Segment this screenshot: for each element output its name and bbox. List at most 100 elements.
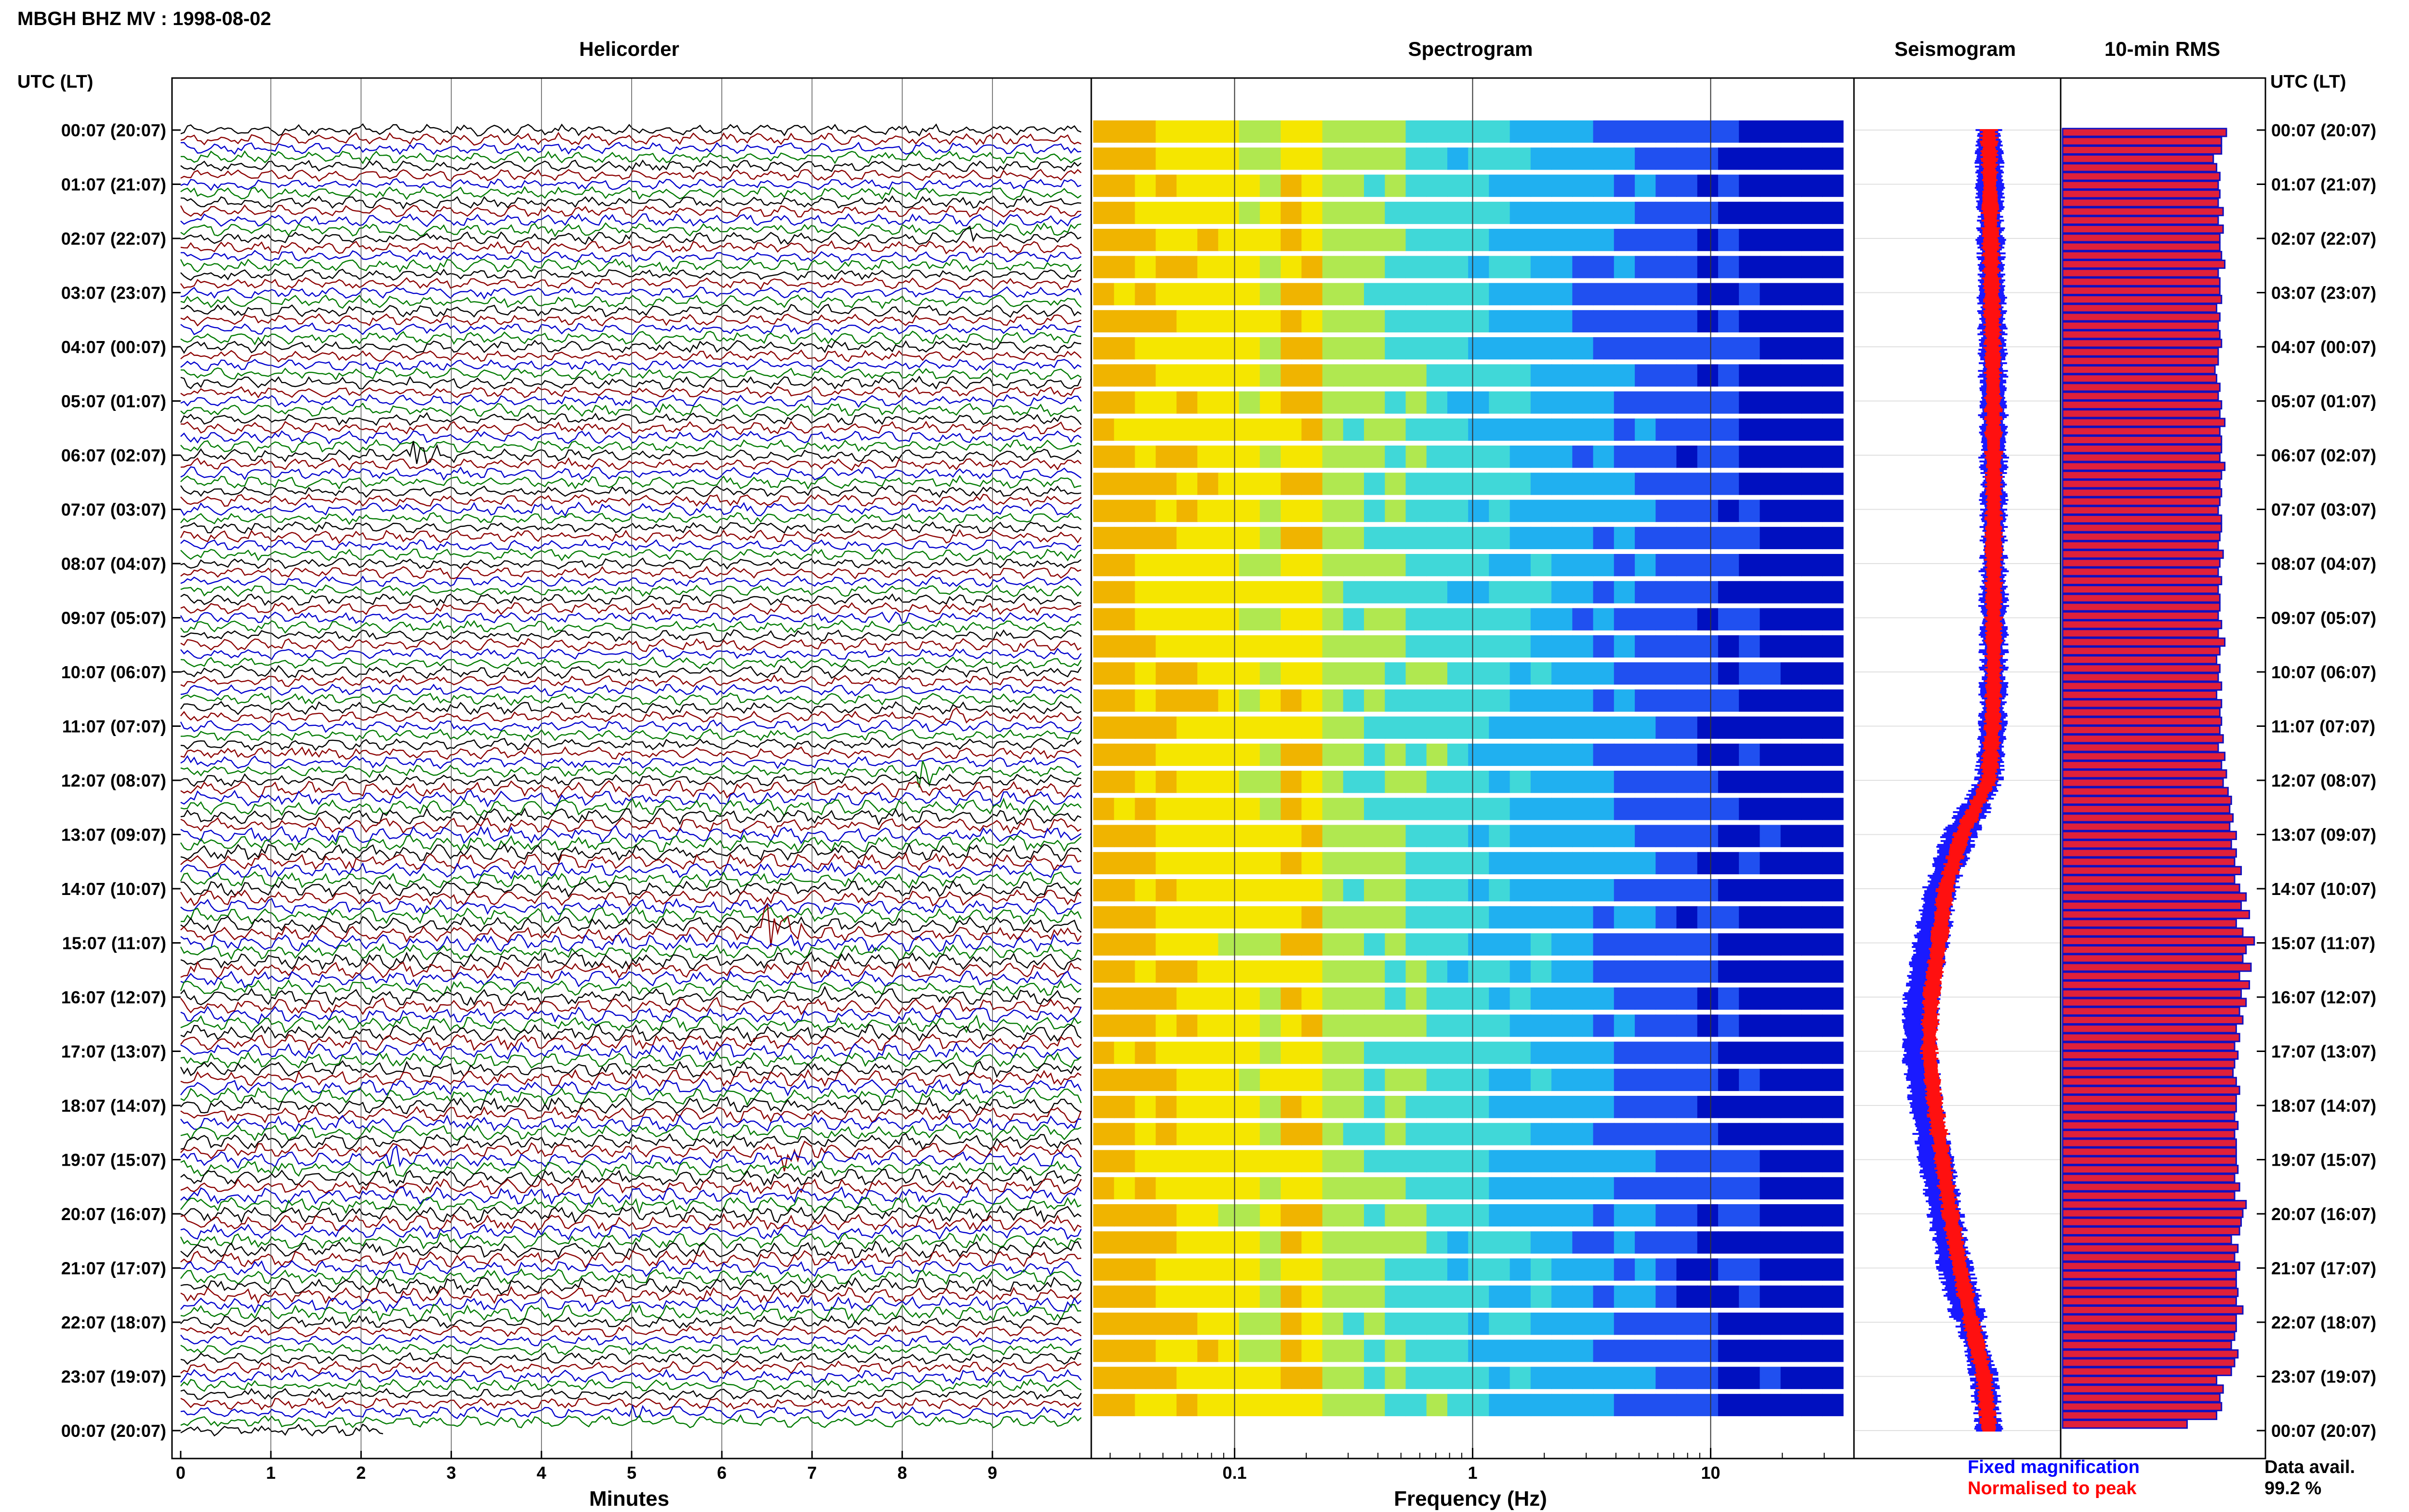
spectrogram-cell bbox=[1676, 987, 1698, 1010]
spectrogram-cell bbox=[1385, 391, 1406, 414]
spectrogram-cell bbox=[1489, 662, 1510, 685]
spectrogram-cell bbox=[1405, 526, 1427, 550]
spectrogram-cell bbox=[1426, 906, 1448, 929]
spectrogram-cell bbox=[1301, 446, 1323, 468]
spectrogram-cell bbox=[1676, 1340, 1698, 1362]
spectrogram-cell bbox=[1093, 1340, 1115, 1362]
spectrogram-cell bbox=[1635, 500, 1656, 522]
spectrogram-cell bbox=[1468, 120, 1490, 143]
spectrogram-cell bbox=[1343, 1313, 1364, 1335]
spectrogram-cell bbox=[1655, 120, 1677, 143]
rms-bar bbox=[2062, 180, 2219, 190]
time-tick-label-left: 18:07 (14:07) bbox=[61, 1096, 166, 1116]
axis-ticks: 00:07 (20:07) 00:07 (20:07)01:07 (21:07) 0… bbox=[61, 120, 2376, 1483]
helicorder-trace-line bbox=[180, 665, 1082, 679]
helicorder-trace-line bbox=[180, 474, 1082, 490]
spectrogram-cell bbox=[1489, 256, 1510, 278]
helicorder-trace-line bbox=[180, 1404, 1082, 1420]
spectrogram-cell bbox=[1259, 526, 1282, 550]
helicorder-trace-line bbox=[180, 1360, 1082, 1374]
spectrogram-cell bbox=[1655, 337, 1677, 360]
spectrogram-cell bbox=[1739, 1367, 1760, 1389]
spectrogram-cell bbox=[1760, 500, 1781, 522]
spectrogram-cell bbox=[1697, 960, 1719, 983]
spectrogram-cell bbox=[1739, 1231, 1760, 1254]
spectrogram-cell bbox=[1530, 1068, 1552, 1091]
spectrogram-cell bbox=[1614, 1068, 1635, 1091]
spectrogram-cell bbox=[1614, 1285, 1635, 1308]
spectrogram-cell bbox=[1281, 879, 1302, 902]
spectrogram-cell bbox=[1760, 147, 1781, 170]
spectrogram-cell bbox=[1530, 1123, 1552, 1145]
spectrogram-cell bbox=[1593, 960, 1615, 983]
spectrogram-cell bbox=[1801, 743, 1823, 766]
spectrogram-cell bbox=[1155, 879, 1177, 902]
spectrogram-cell bbox=[1530, 581, 1552, 604]
spectrogram-cell bbox=[1176, 283, 1198, 305]
helicorder-trace-line bbox=[180, 169, 1082, 182]
spectrogram-cell bbox=[1155, 1204, 1177, 1227]
rms-bar bbox=[2062, 461, 2226, 471]
spectrogram-cell bbox=[1718, 1258, 1740, 1281]
helicorder-trace-line bbox=[180, 294, 1082, 309]
spectrogram-cell bbox=[1801, 174, 1823, 197]
spectrogram-cell bbox=[1655, 147, 1677, 170]
spectrogram-cell bbox=[1739, 608, 1760, 631]
spectrogram-cell bbox=[1718, 364, 1740, 387]
spectrogram-cell bbox=[1405, 1367, 1427, 1389]
spectrogram-cell bbox=[1718, 418, 1740, 441]
spectrogram-cell bbox=[1218, 201, 1240, 224]
spectrogram-cell bbox=[1676, 256, 1698, 278]
helicorder-trace-line bbox=[180, 647, 1082, 660]
spectrogram-cell bbox=[1718, 310, 1740, 333]
spectrogram-cell bbox=[1259, 1231, 1282, 1254]
spectrogram-cell bbox=[1718, 391, 1740, 414]
spectrogram-cell bbox=[1239, 906, 1260, 929]
spectrogram-cell bbox=[1426, 473, 1448, 495]
spectrogram-cell bbox=[1093, 1258, 1115, 1281]
spectrogram-cell bbox=[1447, 1204, 1469, 1227]
spectrogram-cell bbox=[1593, 1068, 1615, 1091]
spectrogram-cell bbox=[1593, 364, 1615, 387]
spectrogram-cell bbox=[1780, 635, 1802, 658]
rms-bar bbox=[2062, 760, 2223, 770]
spectrogram-cell bbox=[1530, 1394, 1552, 1417]
spectrogram-cell bbox=[1385, 147, 1406, 170]
spectrogram-cell bbox=[1155, 1041, 1177, 1064]
rms-bar bbox=[2062, 1358, 2236, 1367]
spectrogram-cell bbox=[1530, 1150, 1552, 1172]
spectrogram-cell bbox=[1530, 852, 1552, 875]
spectrogram-cell bbox=[1301, 1096, 1323, 1118]
spectrogram-cell bbox=[1760, 364, 1781, 387]
spectrogram-cell bbox=[1614, 1150, 1635, 1172]
spectrogram-cell bbox=[1385, 337, 1406, 360]
spectrogram-cell bbox=[1509, 1204, 1531, 1227]
helicorder-trace-line bbox=[180, 898, 1082, 915]
spectrogram-cell bbox=[1281, 1177, 1302, 1200]
helicorder-trace-line bbox=[180, 1295, 1082, 1314]
spectrogram-cell bbox=[1489, 1014, 1510, 1037]
helicorder-trace-line bbox=[180, 684, 1082, 697]
helicorder-trace-line bbox=[180, 186, 1082, 201]
spectrogram-cell bbox=[1551, 473, 1573, 495]
spectrogram-cell bbox=[1489, 364, 1510, 387]
spectrogram-cell bbox=[1447, 554, 1469, 577]
time-tick-label-right: 05:07 (01:07) bbox=[2271, 392, 2376, 411]
spectrogram-cell bbox=[1760, 987, 1781, 1010]
time-tick-label-left: 10:07 (06:07) bbox=[61, 662, 166, 682]
spectrogram-cell bbox=[1614, 1041, 1635, 1064]
spectrogram-cell bbox=[1135, 1258, 1156, 1281]
spectrogram-cell bbox=[1364, 825, 1386, 847]
spectrogram-cell bbox=[1655, 716, 1677, 739]
spectrogram-cell bbox=[1135, 771, 1156, 793]
spectrogram-cell bbox=[1426, 960, 1448, 983]
helicorder-trace-line bbox=[180, 1087, 1082, 1106]
spectrogram-cell bbox=[1405, 147, 1427, 170]
spectrogram-cell bbox=[1572, 581, 1594, 604]
spectrogram-cell bbox=[1322, 473, 1344, 495]
spectrogram-cell bbox=[1093, 771, 1115, 793]
spectrogram-cell bbox=[1281, 798, 1302, 820]
spectrogram-cell bbox=[1197, 147, 1219, 170]
spectrogram-cell bbox=[1760, 960, 1781, 983]
